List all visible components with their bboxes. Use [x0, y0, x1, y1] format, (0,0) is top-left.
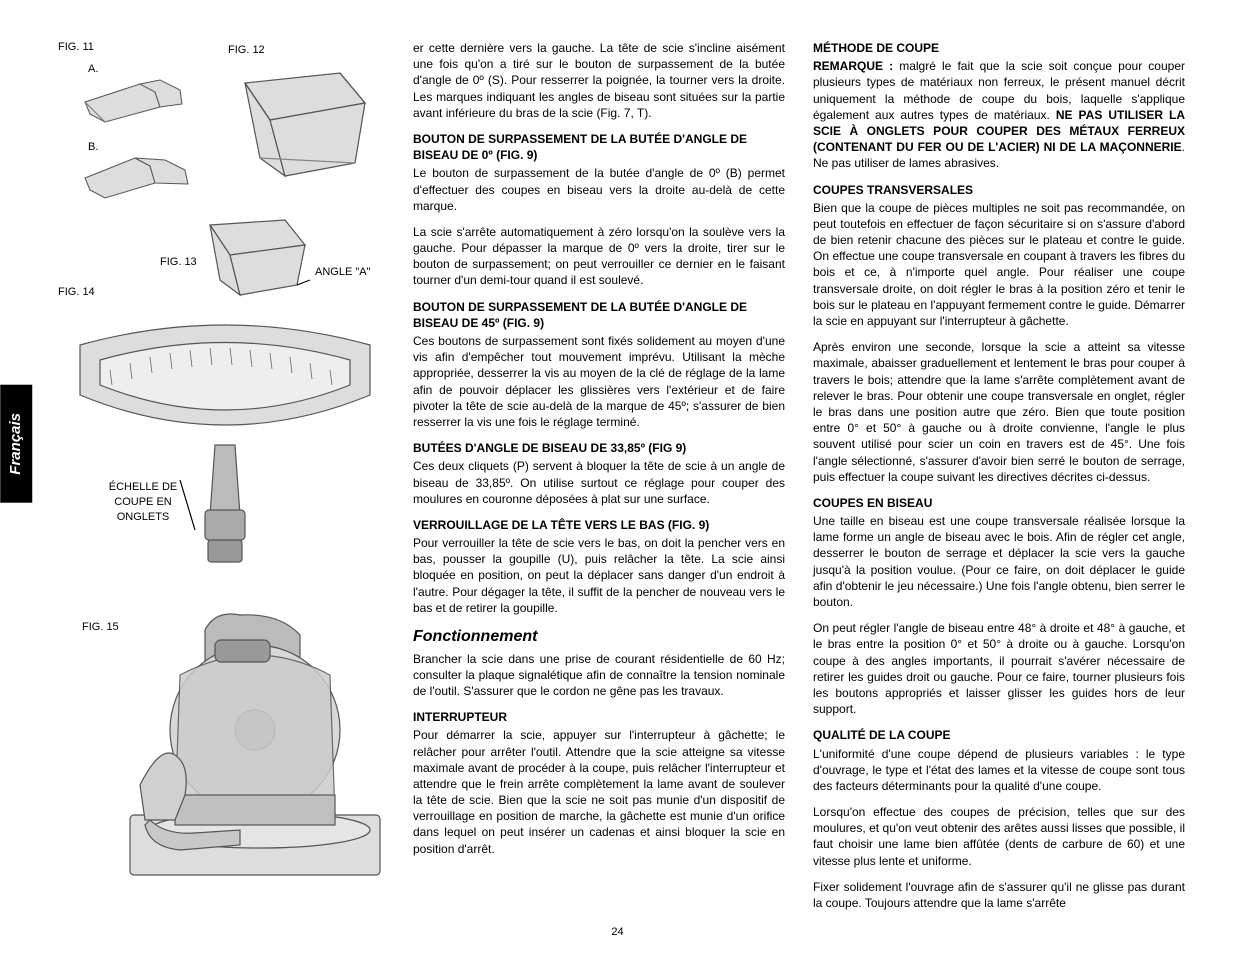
heading-bouton-0: BOUTON DE SURPASSEMENT DE LA BUTÉE D'ANG…: [413, 131, 785, 163]
page-number: 24: [611, 925, 623, 940]
fig15-drawing: [120, 585, 390, 895]
para-transversales-b: Après environ une seconde, lorsque la sc…: [813, 339, 1185, 485]
heading-interrupteur: INTERRUPTEUR: [413, 709, 785, 725]
intro-paragraph: er cette dernière vers la gauche. La têt…: [413, 40, 785, 121]
fig14-caption: ÉCHELLE DE COUPE EN ONGLETS: [88, 480, 198, 525]
para-qualite-c: Fixer solidement l'ouvrage afin de s'ass…: [813, 879, 1185, 911]
fig14-label: FIG. 14: [58, 285, 95, 300]
fig14-drawing: [70, 315, 380, 575]
page-content: FIG. 11 A. B. FIG. 12: [30, 40, 1185, 924]
para-fonctionnement: Brancher la scie dans une prise de coura…: [413, 651, 785, 700]
para-bouton-0a: Le bouton de surpassement de la butée d'…: [413, 165, 785, 214]
fig11-a-drawing: [80, 72, 200, 127]
para-butees-3385: Ces deux cliquets (P) servent à bloquer …: [413, 458, 785, 507]
para-qualite-a: L'uniformité d'une coupe dépend de plusi…: [813, 746, 1185, 795]
fig12-drawing: [215, 58, 375, 188]
heading-biseau: COUPES EN BISEAU: [813, 495, 1185, 511]
para-qualite-b: Lorsqu'on effectue des coupes de précisi…: [813, 804, 1185, 869]
fig11-b-drawing: [80, 148, 200, 203]
para-transversales-a: Bien que la coupe de pièces multiples ne…: [813, 200, 1185, 330]
language-tab: Français: [0, 385, 32, 503]
section-fonctionnement: Fonctionnement: [413, 626, 785, 648]
fig15-label: FIG. 15: [82, 620, 119, 635]
remarque-label: REMARQUE :: [813, 59, 899, 73]
fig13-drawing: [185, 210, 315, 305]
fig13-angle-label: ANGLE "A": [315, 265, 371, 280]
para-biseau-b: On peut régler l'angle de biseau entre 4…: [813, 620, 1185, 717]
para-biseau-a: Une taille en biseau est une coupe trans…: [813, 513, 1185, 610]
para-bouton-45: Ces boutons de surpassement sont fixés s…: [413, 333, 785, 430]
fig11-label: FIG. 11: [58, 40, 94, 55]
heading-qualite: QUALITÉ DE LA COUPE: [813, 727, 1185, 743]
para-methode: REMARQUE : malgré le fait que la scie so…: [813, 58, 1185, 171]
para-interrupteur: Pour démarrer la scie, appuyer sur l'int…: [413, 727, 785, 857]
heading-butees-3385: BUTÉES D'ANGLE DE BISEAU DE 33,85º (FIG …: [413, 440, 785, 456]
para-bouton-0b: La scie s'arrête automatiquement à zéro …: [413, 224, 785, 289]
heading-bouton-45: BOUTON DE SURPASSEMENT DE LA BUTÉE D'ANG…: [413, 299, 785, 331]
para-verrouillage: Pour verrouiller la tête de scie vers le…: [413, 535, 785, 616]
text-columns: er cette dernière vers la gauche. La têt…: [413, 40, 1185, 924]
heading-methode: MÉTHODE DE COUPE: [813, 40, 1185, 56]
fig12-label: FIG. 12: [228, 43, 265, 58]
heading-verrouillage: VERROUILLAGE DE LA TÊTE VERS LE BAS (FIG…: [413, 517, 785, 533]
heading-transversales: COUPES TRANSVERSALES: [813, 182, 1185, 198]
figures-column: FIG. 11 A. B. FIG. 12: [30, 40, 385, 924]
